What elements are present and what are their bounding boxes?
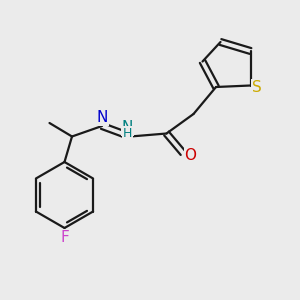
Text: N: N: [97, 110, 108, 125]
Text: O: O: [184, 148, 196, 163]
Text: H: H: [123, 127, 132, 140]
Text: F: F: [60, 230, 69, 244]
Text: S: S: [252, 80, 262, 94]
Text: N: N: [122, 120, 133, 135]
